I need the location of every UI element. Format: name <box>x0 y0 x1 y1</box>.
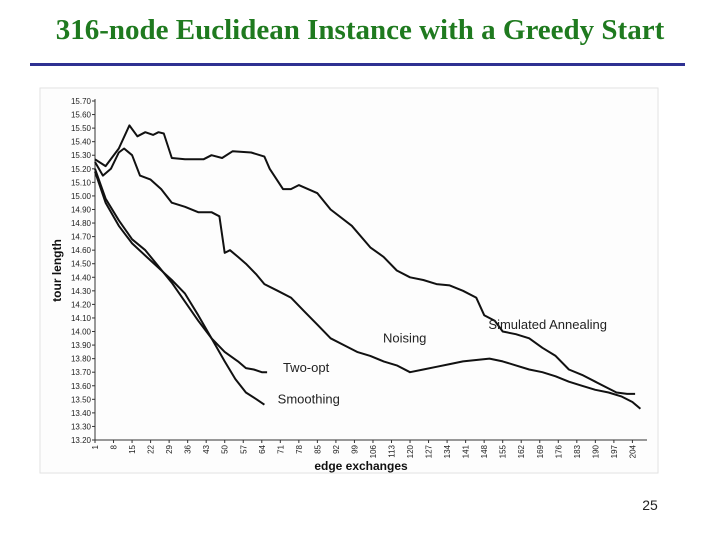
y-tick-label: 15.70 <box>71 97 92 106</box>
x-tick-label: 78 <box>295 444 304 453</box>
y-tick-label: 13.20 <box>71 436 92 445</box>
slide-title: 316-node Euclidean Instance with a Greed… <box>55 14 665 46</box>
x-tick-label: 57 <box>239 444 248 453</box>
x-tick-label: 148 <box>480 444 489 458</box>
x-tick-label: 134 <box>443 444 452 458</box>
x-tick-label: 127 <box>425 444 434 458</box>
y-tick-label: 14.70 <box>71 233 92 242</box>
x-tick-label: 85 <box>313 444 322 453</box>
x-tick-label: 8 <box>110 444 119 449</box>
series-label-smoothing: Smoothing <box>278 391 340 406</box>
x-tick-label: 15 <box>128 444 137 453</box>
series-line-smoothing <box>94 171 265 406</box>
y-tick-label: 15.00 <box>71 192 92 201</box>
y-tick-label: 15.50 <box>71 124 92 133</box>
y-axis-ticks: 13.20 13.30 13.40 13.50 13.60 13.70 13.80 13.90… <box>71 97 95 445</box>
y-tick-label: 13.50 <box>71 395 92 404</box>
x-tick-label: 22 <box>147 444 156 453</box>
y-tick-label: 15.60 <box>71 111 92 120</box>
x-tick-label: 43 <box>202 444 211 453</box>
x-tick-label: 113 <box>388 444 397 457</box>
x-tick-label: 169 <box>536 444 545 458</box>
y-tick-label: 14.60 <box>71 246 92 255</box>
series-label-noising: Noising <box>383 330 426 345</box>
series-labels: Simulated Annealing Noising Two-opt Smoothi… <box>278 317 607 407</box>
x-tick-label: 176 <box>554 444 563 458</box>
y-tick-label: 14.20 <box>71 300 92 309</box>
y-tick-label: 13.30 <box>71 422 92 431</box>
y-tick-label: 15.20 <box>71 165 92 174</box>
x-tick-label: 204 <box>628 444 637 458</box>
x-tick-label: 141 <box>462 444 471 458</box>
x-tick-label: 64 <box>258 444 267 453</box>
x-tick-label: 183 <box>573 444 582 458</box>
y-tick-label: 14.00 <box>71 328 92 337</box>
x-axis-ticks: 1 8 15 22 29 36 43 50 57 64 71 78 85 92 99 106 113 120 127… <box>91 440 637 458</box>
x-tick-label: 71 <box>276 444 285 453</box>
y-tick-label: 15.10 <box>71 178 92 187</box>
y-tick-label: 13.40 <box>71 409 92 418</box>
x-tick-label: 1 <box>91 444 100 449</box>
x-tick-label: 36 <box>184 444 193 453</box>
x-tick-label: 106 <box>369 444 378 458</box>
series-line-noising <box>94 147 642 410</box>
series-label-simulated-annealing: Simulated Annealing <box>488 317 607 332</box>
y-tick-label: 13.60 <box>71 382 92 391</box>
y-tick-label: 14.50 <box>71 260 92 269</box>
x-tick-label: 155 <box>499 444 508 458</box>
page-number: 25 <box>642 497 658 513</box>
x-tick-label: 162 <box>517 444 526 458</box>
title-divider <box>30 63 685 66</box>
x-tick-label: 29 <box>165 444 174 453</box>
x-tick-label: 190 <box>591 444 600 458</box>
y-tick-label: 14.90 <box>71 205 92 214</box>
y-tick-label: 13.90 <box>71 341 92 350</box>
x-tick-label: 197 <box>610 444 619 458</box>
series-line-simulated-annealing <box>94 124 636 395</box>
x-axis-label: edge exchanges <box>314 459 408 473</box>
y-tick-label: 14.40 <box>71 273 92 282</box>
y-tick-label: 14.30 <box>71 287 92 296</box>
y-axis-label: tour length <box>50 239 64 302</box>
series-label-two-opt: Two-opt <box>283 360 330 375</box>
series-line-two-opt <box>94 168 268 374</box>
y-tick-label: 14.10 <box>71 314 92 323</box>
chart-background <box>39 87 659 474</box>
x-tick-label: 99 <box>350 444 359 453</box>
y-tick-label: 13.80 <box>71 355 92 364</box>
y-tick-label: 15.40 <box>71 138 92 147</box>
y-tick-label: 13.70 <box>71 368 92 377</box>
x-tick-label: 50 <box>221 444 230 453</box>
x-tick-label: 120 <box>406 444 415 458</box>
series-layer <box>94 124 642 410</box>
y-tick-label: 14.80 <box>71 219 92 228</box>
y-tick-label: 15.30 <box>71 151 92 160</box>
x-tick-label: 92 <box>332 444 341 453</box>
